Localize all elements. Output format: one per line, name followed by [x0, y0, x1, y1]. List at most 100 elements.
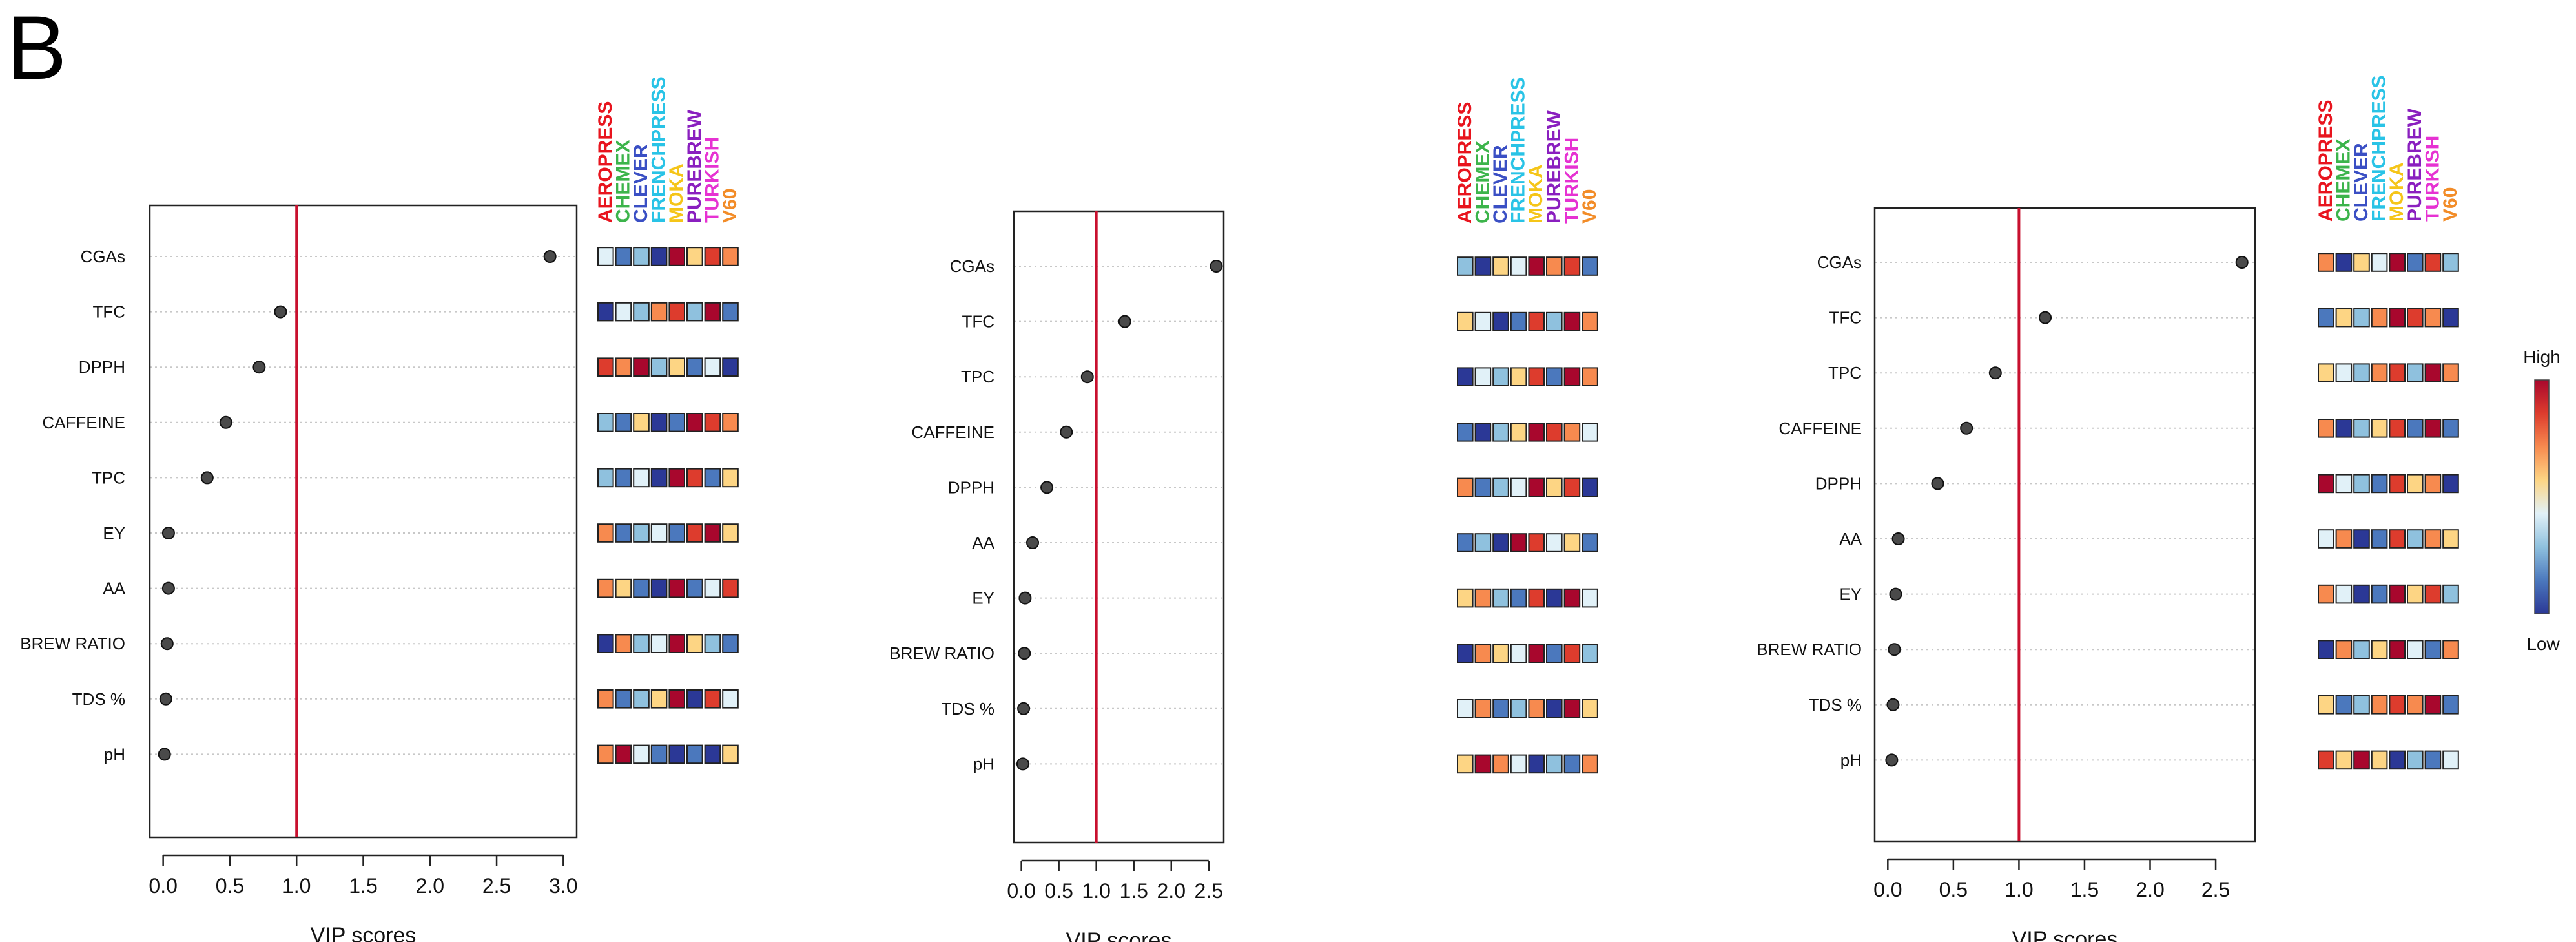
- heatmap-cell: [1474, 367, 1492, 387]
- vip-point: [1018, 647, 1031, 660]
- x-tick-label: 2.5: [2201, 878, 2230, 901]
- heatmap-cell: [2424, 750, 2442, 770]
- heatmap-cell: [2442, 640, 2459, 660]
- vip-panel-1: CGAs TFC DPPH CAFFEINE TPC EY AA BREW RATIO TDS …: [20, 76, 741, 942]
- plot-frame: [149, 204, 578, 839]
- heatmap-cell: [1510, 423, 1527, 442]
- heatmap-cell: [1474, 533, 1492, 552]
- heatmap-cell: [1528, 477, 1545, 497]
- variable-label: AA: [1839, 529, 1862, 549]
- x-tick-label: 2.5: [1195, 879, 1223, 903]
- vip-point: [1988, 366, 2002, 380]
- heatmap-cell: [597, 689, 614, 709]
- heatmap-cell: [2318, 750, 2334, 770]
- heatmap-cell: [615, 523, 632, 543]
- method-label: FRENCHPRESS: [648, 76, 670, 223]
- variable-label: BREW RATIO: [20, 634, 125, 653]
- heatmap-cell: [2371, 529, 2388, 549]
- heatmap-cell: [633, 523, 650, 543]
- heatmap-cell: [1546, 699, 1563, 718]
- heatmap-cell: [1546, 256, 1563, 276]
- heatmap-cell: [650, 413, 668, 432]
- x-tick-label: 1.0: [1082, 879, 1110, 903]
- variable-label: AA: [103, 579, 125, 598]
- heatmap-cell: [2335, 695, 2353, 715]
- x-tick-label: 0.0: [1873, 878, 1902, 901]
- heatmap-cell: [615, 689, 632, 709]
- heatmap-cell: [1546, 311, 1563, 331]
- heatmap-cell: [2407, 750, 2424, 770]
- variable-label: CAFFEINE: [1778, 419, 1862, 438]
- vip-point: [1060, 425, 1073, 439]
- vip-point: [274, 305, 287, 319]
- method-label: MOKA: [2386, 162, 2407, 222]
- method-label: MOKA: [666, 163, 687, 223]
- heatmap-cell: [2335, 308, 2353, 328]
- heatmap-cell: [1582, 699, 1598, 718]
- heatmap-cell: [1474, 644, 1492, 664]
- heatmap-cell: [668, 523, 686, 543]
- variable-label: DPPH: [1815, 474, 1862, 493]
- heatmap-cell: [1510, 699, 1527, 718]
- heatmap-cell: [2371, 308, 2388, 328]
- heatmap-cell: [1492, 533, 1509, 552]
- heatmap-cell: [1528, 311, 1545, 331]
- heatmap-cell: [1457, 367, 1474, 387]
- x-tick-label: 0.5: [1939, 878, 1968, 901]
- x-tick-label: 0.0: [149, 874, 177, 897]
- variable-label: TPC: [92, 468, 125, 487]
- heatmap-cell: [2353, 419, 2370, 438]
- heatmap-cell: [1492, 311, 1509, 331]
- heatmap-cell: [1510, 367, 1527, 387]
- heatmap-cell: [2442, 529, 2459, 549]
- heatmap-cell: [2353, 529, 2370, 549]
- heatmap-cell: [2442, 363, 2459, 383]
- heatmap-cell: [1528, 533, 1545, 552]
- heatmap-cell: [2407, 253, 2424, 272]
- vip-point: [1018, 591, 1032, 605]
- heatmap-cell: [1582, 311, 1598, 331]
- heatmap-cell: [597, 247, 614, 266]
- heatmap-cell: [1492, 754, 1509, 774]
- vip-panel-3: CGAs TFC TPC CAFFEINE DPPH AA EY BREW RATIO TDS …: [1757, 75, 2461, 942]
- panel-label: B: [6, 0, 67, 98]
- colorbar: High Low: [2523, 347, 2561, 654]
- heatmap-cell: [2407, 474, 2424, 494]
- heatmap-cell: [704, 468, 721, 488]
- heatmap-cell: [668, 744, 686, 764]
- heatmap-cell: [1546, 423, 1563, 442]
- heatmap-cell: [1563, 754, 1581, 774]
- heatmap-cell: [650, 578, 668, 598]
- heatmap-cell: [2318, 529, 2334, 549]
- x-tick-label: 1.5: [349, 874, 377, 897]
- heatmap-cell: [1492, 644, 1509, 664]
- heatmap-cell: [704, 634, 721, 654]
- method-label: FRENCHPRESS: [1508, 77, 1529, 224]
- x-tick-label: 2.0: [1157, 879, 1186, 903]
- x-tick-label: 1.5: [2070, 878, 2099, 901]
- heatmap-cell: [704, 689, 721, 709]
- heatmap-cell: [1528, 699, 1545, 718]
- heatmap-cell: [633, 689, 650, 709]
- heatmap-cell: [722, 523, 739, 543]
- heatmap-cell: [2335, 584, 2353, 604]
- vip-point: [1931, 477, 1944, 490]
- heatmap-cell: [1510, 588, 1527, 608]
- heatmap-cell: [2442, 750, 2459, 770]
- heatmap-cell: [686, 357, 703, 377]
- method-label: TURKISH: [2422, 136, 2443, 222]
- variable-label: CGAs: [1817, 253, 1862, 272]
- variable-label: TDS %: [1809, 695, 1862, 715]
- heatmap-cell: [650, 247, 668, 266]
- heatmap-cell: [2424, 253, 2442, 272]
- heatmap-cell: [704, 247, 721, 266]
- heatmap-cell: [615, 247, 632, 266]
- heatmap-cell: [1546, 477, 1563, 497]
- heatmap-cell: [2318, 253, 2334, 272]
- variable-label: TDS %: [72, 689, 125, 709]
- method-label: V60: [719, 189, 741, 223]
- heatmap-cell: [1510, 754, 1527, 774]
- heatmap-cell: [1563, 423, 1581, 442]
- heatmap-cell: [2318, 474, 2334, 494]
- heatmap-cell: [597, 413, 614, 432]
